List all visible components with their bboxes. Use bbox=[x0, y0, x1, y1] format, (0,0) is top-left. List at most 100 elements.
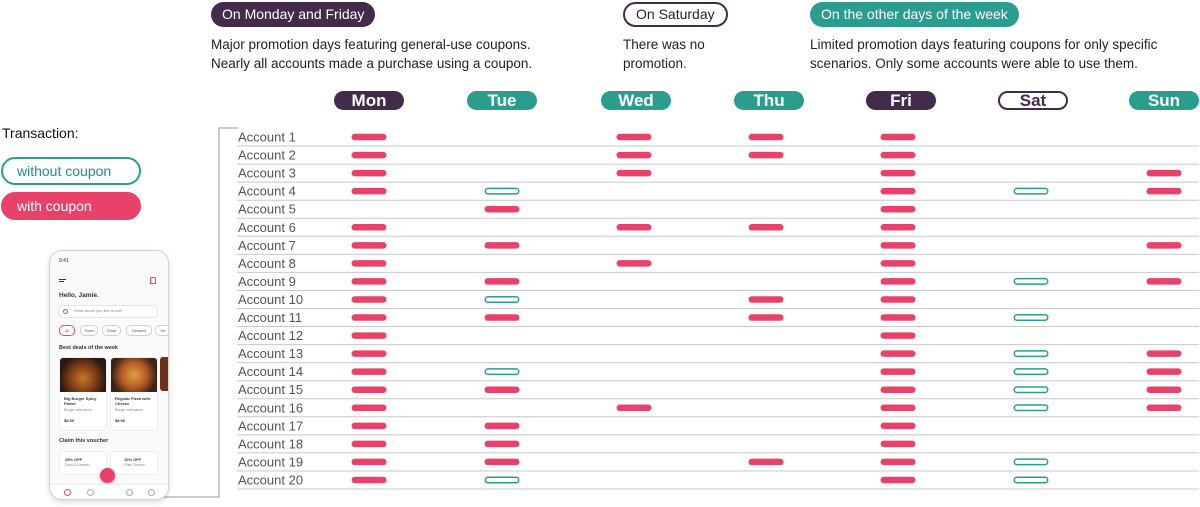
transaction-with-coupon bbox=[616, 151, 652, 159]
profile-icon bbox=[148, 489, 155, 496]
phone-greeting: Hello, Jamie. bbox=[59, 292, 99, 299]
transaction-with-coupon bbox=[1146, 242, 1182, 249]
account-label: Account 11 bbox=[238, 310, 302, 325]
chip-dessert: Dessert bbox=[126, 325, 152, 336]
day-header-fri: Fri bbox=[866, 91, 936, 110]
transaction-with-coupon bbox=[748, 314, 784, 321]
chip-all: All bbox=[59, 325, 75, 336]
account-row: Account 9 bbox=[237, 274, 1199, 291]
transaction-with-coupon bbox=[351, 440, 387, 448]
account-label: Account 17 bbox=[238, 418, 303, 433]
partial-card-image bbox=[160, 357, 168, 391]
transaction-with-coupon bbox=[880, 422, 916, 430]
account-label: Account 1 bbox=[238, 130, 296, 145]
account-label: Account 20 bbox=[238, 472, 303, 487]
transaction-with-coupon bbox=[880, 260, 916, 267]
transaction-with-coupon bbox=[484, 386, 520, 393]
day-header-sat: Sat bbox=[998, 91, 1068, 110]
transaction-without-coupon bbox=[484, 476, 520, 484]
legend-without-coupon: without coupon bbox=[1, 157, 141, 185]
transaction-without-coupon bbox=[484, 187, 520, 195]
menu-icon-line bbox=[59, 281, 64, 282]
transaction-with-coupon bbox=[748, 224, 784, 231]
transaction-with-coupon bbox=[1146, 350, 1182, 357]
transaction-with-coupon bbox=[880, 242, 916, 249]
phone-mockup: 9:41 Hello, Jamie. What would you like t… bbox=[49, 250, 169, 500]
cart-button bbox=[100, 468, 115, 483]
transaction-with-coupon bbox=[880, 278, 916, 285]
transaction-with-coupon bbox=[351, 476, 387, 484]
chip-more: He bbox=[155, 325, 168, 336]
account-label: Account 6 bbox=[238, 220, 296, 235]
account-row: Account 11 bbox=[237, 310, 1199, 328]
transaction-with-coupon bbox=[351, 314, 387, 321]
deal-subtitle: Burger with sauce bbox=[64, 408, 93, 412]
pizza-image bbox=[111, 358, 157, 392]
transaction-without-coupon bbox=[1013, 386, 1049, 394]
tag-other-days: On the other days of the week bbox=[810, 2, 1019, 27]
transaction-with-coupon bbox=[880, 133, 916, 141]
transaction-with-coupon bbox=[351, 386, 387, 393]
transaction-with-coupon bbox=[484, 440, 520, 448]
transaction-with-coupon bbox=[351, 422, 387, 430]
desc-saturday: There was no promotion. bbox=[623, 35, 705, 73]
account-row: Account 12 bbox=[237, 328, 1199, 346]
phone-navbar bbox=[50, 484, 168, 499]
deal-card: Big Burger Spicy Flavor Burger with sauc… bbox=[59, 357, 107, 431]
phone-search-placeholder: What would you like to eat? bbox=[74, 308, 123, 313]
account-label: Account 18 bbox=[238, 436, 303, 451]
transaction-with-coupon bbox=[351, 350, 387, 357]
transaction-with-coupon bbox=[880, 332, 916, 339]
deal-price: $8.90 bbox=[64, 418, 75, 423]
transaction-with-coupon bbox=[616, 404, 652, 412]
desc-line: There was no bbox=[623, 37, 705, 52]
voucher-card: 25% OFF Food & Dessert bbox=[59, 451, 107, 475]
transaction-with-coupon bbox=[1146, 404, 1182, 412]
desc-line: promotion. bbox=[623, 56, 687, 71]
day-header-sun: Sun bbox=[1129, 91, 1199, 110]
transaction-without-coupon bbox=[1013, 458, 1049, 466]
phone-search-input: What would you like to eat? bbox=[58, 305, 158, 318]
account-label: Account 19 bbox=[238, 454, 303, 469]
transaction-with-coupon bbox=[484, 242, 520, 249]
transaction-without-coupon bbox=[1013, 404, 1049, 412]
transaction-with-coupon bbox=[748, 151, 784, 159]
chip-drink: Drink bbox=[102, 325, 121, 336]
desc-other-days: Limited promotion days featuring coupons… bbox=[810, 35, 1157, 73]
legend-title: Transaction: bbox=[2, 125, 79, 141]
account-label: Account 10 bbox=[238, 292, 303, 307]
phone-section-voucher: Claim this voucher bbox=[59, 438, 109, 444]
transaction-with-coupon bbox=[351, 260, 387, 267]
transaction-with-coupon bbox=[880, 151, 916, 159]
deal-title: Big Burger Spicy Flavor bbox=[64, 396, 97, 406]
transaction-with-coupon bbox=[484, 278, 520, 285]
deal-subtitle: Burger with sauce bbox=[115, 408, 144, 412]
desc-line: scenarios. Only some accounts were able … bbox=[810, 56, 1138, 71]
desc-line: Limited promotion days featuring coupons… bbox=[810, 37, 1158, 52]
burger-image bbox=[60, 358, 106, 392]
account-label: Account 13 bbox=[238, 346, 303, 361]
day-header-mon: Mon bbox=[334, 91, 404, 110]
transaction-with-coupon bbox=[748, 133, 784, 141]
tag-monday-friday: On Monday and Friday bbox=[211, 2, 376, 27]
account-label: Account 5 bbox=[238, 202, 296, 217]
desc-line: Major promotion days featuring general-u… bbox=[211, 37, 531, 52]
transaction-with-coupon bbox=[1146, 278, 1182, 285]
transaction-with-coupon bbox=[351, 404, 387, 412]
account-label: Account 2 bbox=[238, 148, 296, 163]
account-row: Account 8 bbox=[237, 256, 1199, 273]
transaction-with-coupon bbox=[1146, 187, 1182, 195]
transaction-with-coupon bbox=[880, 187, 916, 195]
transaction-with-coupon bbox=[880, 205, 916, 213]
account-row: Account 16 bbox=[237, 400, 1199, 418]
transaction-with-coupon bbox=[748, 458, 784, 466]
account-row: Account 3 bbox=[237, 166, 1199, 183]
transaction-with-coupon bbox=[880, 404, 916, 412]
bookmark-icon bbox=[87, 489, 94, 496]
transaction-with-coupon bbox=[616, 224, 652, 231]
voucher-title: 25% OFF bbox=[65, 457, 83, 462]
transaction-with-coupon bbox=[880, 296, 916, 303]
transaction-with-coupon bbox=[880, 440, 916, 448]
home-icon bbox=[64, 489, 71, 496]
transaction-with-coupon bbox=[880, 350, 916, 357]
